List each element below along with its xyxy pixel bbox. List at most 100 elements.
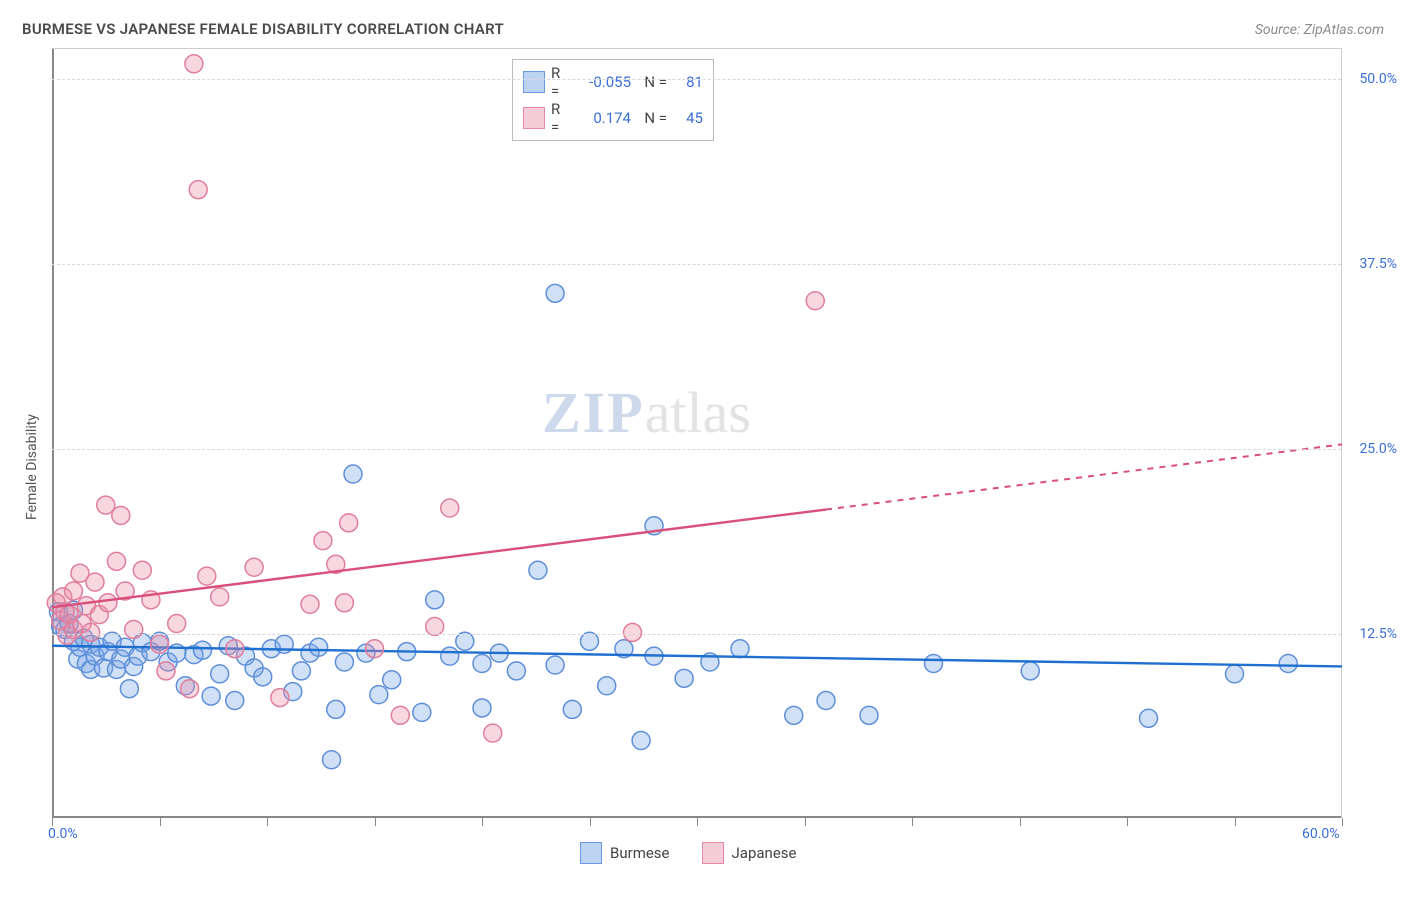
- point-burmese: [370, 686, 388, 704]
- point-burmese: [327, 700, 345, 718]
- gridline: [52, 449, 1341, 450]
- x-tick: [1342, 818, 1343, 826]
- point-burmese: [546, 284, 564, 302]
- point-burmese: [323, 751, 341, 769]
- point-burmese: [310, 638, 328, 656]
- x-tick: [482, 818, 483, 826]
- point-japanese: [189, 181, 207, 199]
- point-japanese: [133, 561, 151, 579]
- gridline: [52, 634, 1341, 635]
- point-burmese: [194, 641, 212, 659]
- x-max-label: 60.0%: [1302, 826, 1406, 918]
- point-japanese: [426, 618, 444, 636]
- x-tick: [1127, 818, 1128, 826]
- legend-row-japanese: R = 0.174 N = 45: [523, 100, 703, 136]
- x-tick: [267, 818, 268, 826]
- point-burmese: [1279, 655, 1297, 673]
- point-burmese: [507, 662, 525, 680]
- point-burmese: [860, 706, 878, 724]
- point-burmese: [473, 655, 491, 673]
- x-tick: [805, 818, 806, 826]
- point-burmese: [529, 561, 547, 579]
- chart-svg: [52, 49, 1342, 819]
- point-japanese: [198, 567, 216, 585]
- point-burmese: [292, 662, 310, 680]
- point-japanese: [82, 623, 100, 641]
- point-japanese: [335, 594, 353, 612]
- legend-row-burmese: R = -0.055 N = 81: [523, 64, 703, 100]
- trend-japanese-extrapolated: [826, 444, 1342, 509]
- point-japanese: [151, 635, 169, 653]
- point-japanese: [168, 615, 186, 633]
- point-japanese: [86, 573, 104, 591]
- point-japanese: [301, 595, 319, 613]
- point-japanese: [181, 680, 199, 698]
- point-burmese: [120, 680, 138, 698]
- y-tick-label: 50.0%: [1359, 71, 1397, 87]
- point-japanese: [391, 706, 409, 724]
- swatch-burmese: [523, 71, 545, 93]
- point-japanese: [314, 532, 332, 550]
- point-japanese: [340, 514, 358, 532]
- r-value-burmese: -0.055: [575, 73, 631, 91]
- point-japanese: [484, 724, 502, 742]
- point-japanese: [806, 292, 824, 310]
- point-burmese: [598, 677, 616, 695]
- point-burmese: [426, 591, 444, 609]
- point-japanese: [366, 640, 384, 658]
- r-value-japanese: 0.174: [575, 109, 631, 127]
- legend-item-burmese: Burmese: [580, 842, 670, 864]
- y-axis-label: Female Disability: [24, 414, 40, 520]
- point-japanese: [441, 499, 459, 517]
- point-burmese: [226, 692, 244, 710]
- chart-plot-area: ZIPatlas R = -0.055 N = 81 R = 0.174 N =…: [52, 48, 1342, 818]
- point-burmese: [1140, 709, 1158, 727]
- legend-label-japanese: Japanese: [732, 844, 797, 862]
- point-japanese: [211, 588, 229, 606]
- point-burmese: [546, 656, 564, 674]
- point-burmese: [344, 465, 362, 483]
- x-tick: [375, 818, 376, 826]
- x-min-label: 0.0%: [48, 826, 78, 918]
- point-japanese: [157, 662, 175, 680]
- legend-item-japanese: Japanese: [702, 842, 797, 864]
- y-tick-label: 12.5%: [1359, 626, 1397, 642]
- point-burmese: [202, 687, 220, 705]
- point-burmese: [1226, 665, 1244, 683]
- point-burmese: [441, 647, 459, 665]
- point-japanese: [226, 640, 244, 658]
- gridline: [52, 264, 1341, 265]
- legend-correlation: R = -0.055 N = 81 R = 0.174 N = 45: [512, 59, 714, 141]
- n-label: N =: [643, 73, 667, 91]
- point-burmese: [1021, 662, 1039, 680]
- point-japanese: [624, 623, 642, 641]
- x-tick: [1020, 818, 1021, 826]
- point-japanese: [112, 506, 130, 524]
- x-tick: [590, 818, 591, 826]
- legend-label-burmese: Burmese: [610, 844, 670, 862]
- point-burmese: [473, 699, 491, 717]
- point-burmese: [925, 655, 943, 673]
- chart-source: Source: ZipAtlas.com: [1255, 22, 1384, 38]
- point-japanese: [99, 594, 117, 612]
- x-tick: [912, 818, 913, 826]
- x-tick: [52, 818, 53, 826]
- y-tick-label: 37.5%: [1359, 256, 1397, 272]
- swatch-burmese: [580, 842, 602, 864]
- point-burmese: [675, 669, 693, 687]
- point-burmese: [211, 665, 229, 683]
- swatch-japanese: [702, 842, 724, 864]
- x-tick: [697, 818, 698, 826]
- gridline: [52, 79, 1341, 80]
- point-japanese: [108, 552, 126, 570]
- point-japanese: [65, 582, 83, 600]
- point-burmese: [581, 632, 599, 650]
- point-burmese: [563, 700, 581, 718]
- point-burmese: [632, 732, 650, 750]
- point-burmese: [785, 706, 803, 724]
- point-burmese: [254, 668, 272, 686]
- point-burmese: [383, 671, 401, 689]
- point-japanese: [185, 55, 203, 73]
- point-burmese: [817, 692, 835, 710]
- point-burmese: [413, 703, 431, 721]
